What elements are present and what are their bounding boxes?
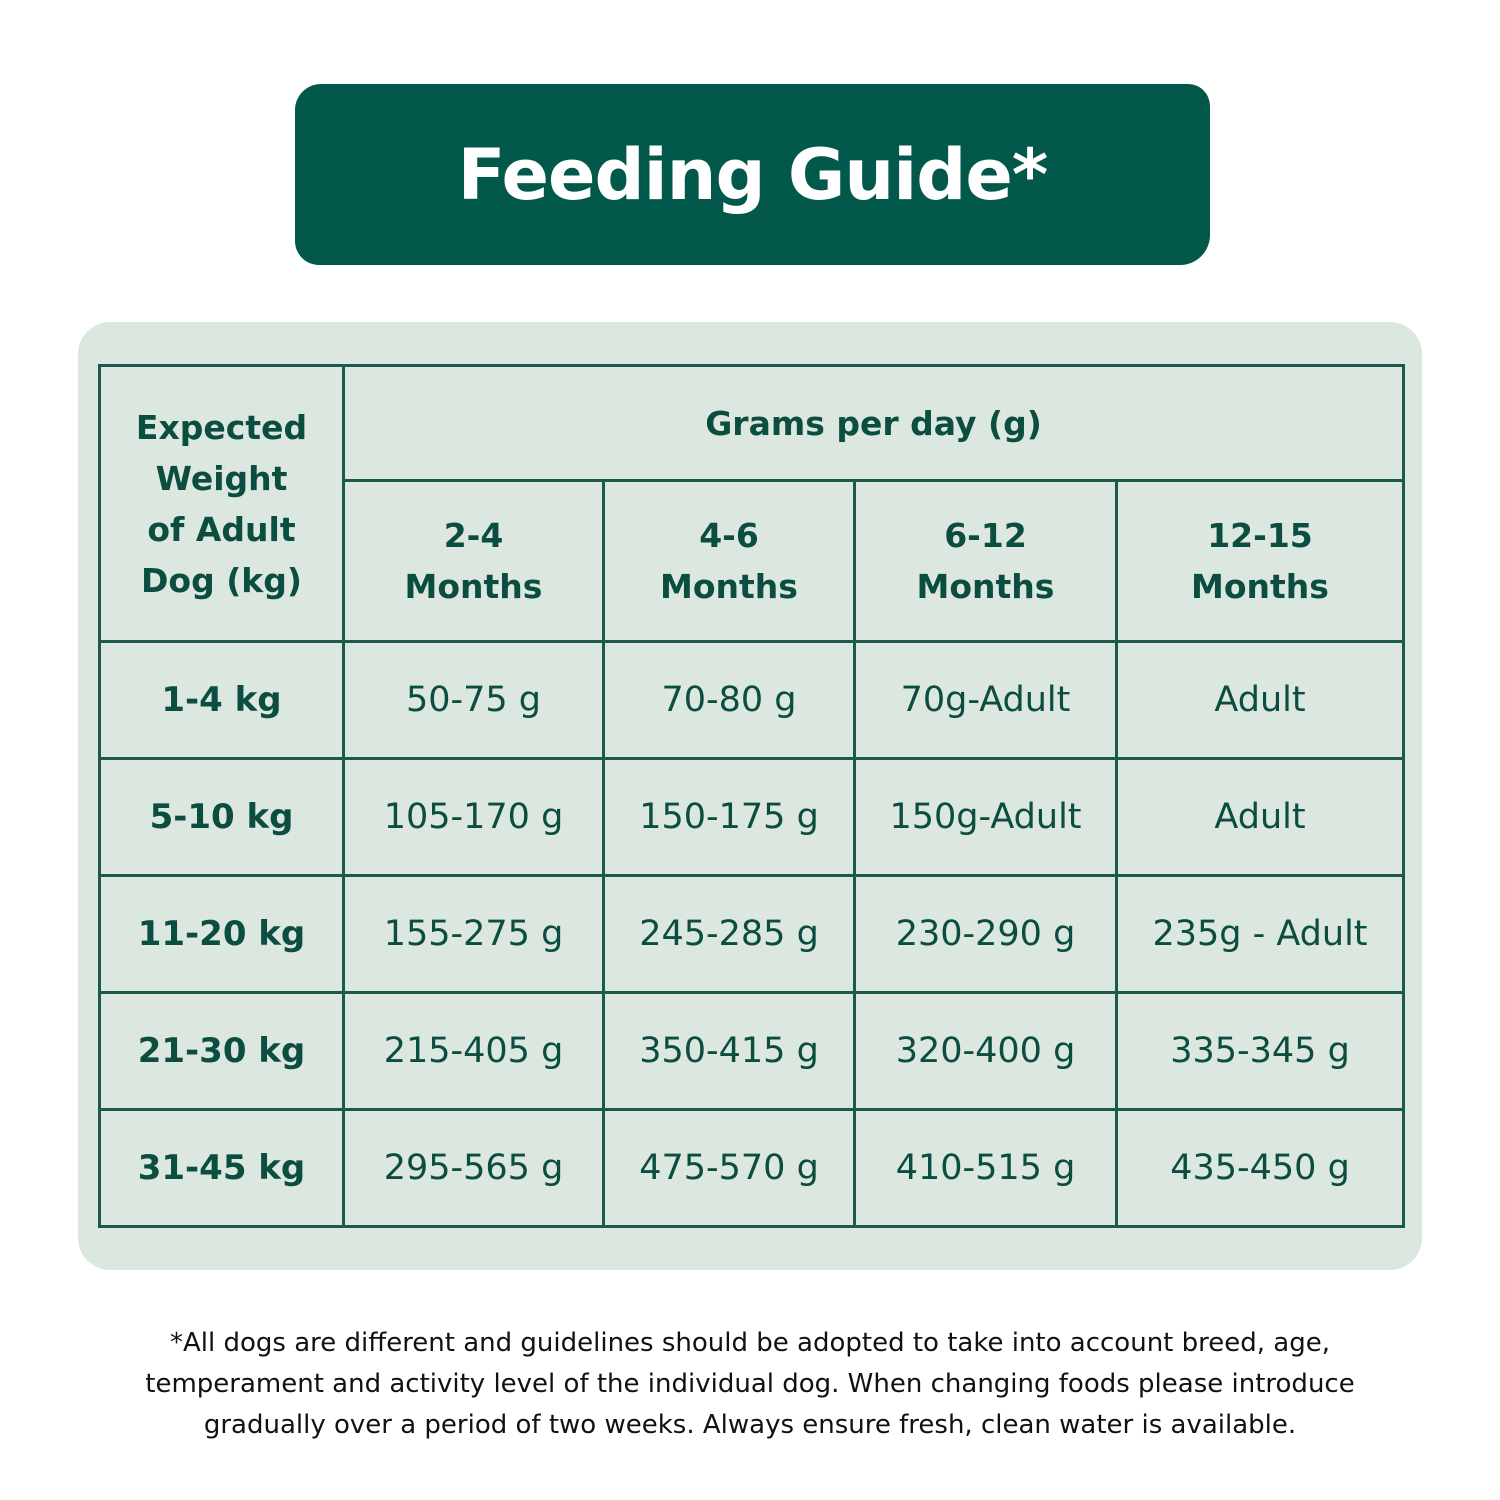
footnote-line: *All dogs are different and guidelines s… bbox=[170, 1328, 1330, 1358]
table-row: 31-45 kg 295-565 g 475-570 g 410-515 g 435-4… bbox=[98, 1108, 1405, 1228]
header-line: Months bbox=[916, 567, 1055, 606]
weight-cell: 31-45 kg bbox=[98, 1108, 345, 1228]
header-line: Months bbox=[404, 567, 543, 606]
page-title: Feeding Guide* bbox=[457, 133, 1049, 216]
grams-cell: 70-80 g bbox=[602, 640, 856, 760]
header-line: 4-6 bbox=[699, 516, 759, 555]
table-row: 11-20 kg 155-275 g 245-285 g 230-290 g 235g … bbox=[98, 874, 1405, 994]
table-row: 21-30 kg 215-405 g 350-415 g 320-400 g 335-3… bbox=[98, 991, 1405, 1111]
grams-cell: 335-345 g bbox=[1115, 991, 1405, 1111]
age-column-header: 12-15 Months bbox=[1115, 479, 1405, 643]
header-line: of Adult bbox=[147, 509, 296, 549]
weight-header: Expected Weight of Adult Dog (kg) bbox=[98, 364, 345, 643]
grams-cell: Adult bbox=[1115, 640, 1405, 760]
weight-cell: 1-4 kg bbox=[98, 640, 345, 760]
footnote-line: gradually over a period of two weeks. Al… bbox=[203, 1410, 1297, 1440]
grams-per-day-header: Grams per day (g) bbox=[342, 364, 1405, 482]
table-row: 1-4 kg 50-75 g 70-80 g 70g-Adult Adult bbox=[98, 640, 1405, 760]
grams-cell: 350-415 g bbox=[602, 991, 856, 1111]
header-line: Expected bbox=[135, 407, 308, 447]
grams-cell: 150-175 g bbox=[602, 757, 856, 877]
grams-cell: 50-75 g bbox=[342, 640, 605, 760]
grams-cell: 410-515 g bbox=[853, 1108, 1118, 1228]
grams-cell: 105-170 g bbox=[342, 757, 605, 877]
weight-cell: 5-10 kg bbox=[98, 757, 345, 877]
weight-cell: 11-20 kg bbox=[98, 874, 345, 994]
age-column-header: 4-6 Months bbox=[602, 479, 856, 643]
grams-cell: 295-565 g bbox=[342, 1108, 605, 1228]
grams-cell: 245-285 g bbox=[602, 874, 856, 994]
header-line: Dog (kg) bbox=[141, 560, 302, 600]
feeding-table: Expected Weight of Adult Dog (kg) Grams … bbox=[98, 364, 1405, 1228]
grams-cell: 215-405 g bbox=[342, 991, 605, 1111]
grams-cell: 320-400 g bbox=[853, 991, 1118, 1111]
grams-cell: 235g - Adult bbox=[1115, 874, 1405, 994]
grams-cell: 150g-Adult bbox=[853, 757, 1118, 877]
header-line: Months bbox=[1191, 567, 1329, 606]
title-banner: Feeding Guide* bbox=[295, 84, 1210, 265]
footnote-line: temperament and activity level of the in… bbox=[145, 1369, 1355, 1399]
age-column-header: 2-4 Months bbox=[342, 479, 605, 643]
age-column-header: 6-12 Months bbox=[853, 479, 1118, 643]
footnote: *All dogs are different and guidelines s… bbox=[0, 1323, 1500, 1446]
grams-cell: 435-450 g bbox=[1115, 1108, 1405, 1228]
table-row: 5-10 kg 105-170 g 150-175 g 150g-Adult Adult bbox=[98, 757, 1405, 877]
header-line: Months bbox=[660, 567, 798, 606]
grams-cell: Adult bbox=[1115, 757, 1405, 877]
header-line: 2-4 bbox=[443, 516, 504, 555]
weight-cell: 21-30 kg bbox=[98, 991, 345, 1111]
header-line: Weight bbox=[155, 458, 288, 498]
grams-cell: 70g-Adult bbox=[853, 640, 1118, 760]
grams-cell: 475-570 g bbox=[602, 1108, 856, 1228]
header-line: 6-12 bbox=[944, 516, 1027, 555]
header-line: 12-15 bbox=[1207, 516, 1313, 555]
grams-cell: 155-275 g bbox=[342, 874, 605, 994]
grams-cell: 230-290 g bbox=[853, 874, 1118, 994]
